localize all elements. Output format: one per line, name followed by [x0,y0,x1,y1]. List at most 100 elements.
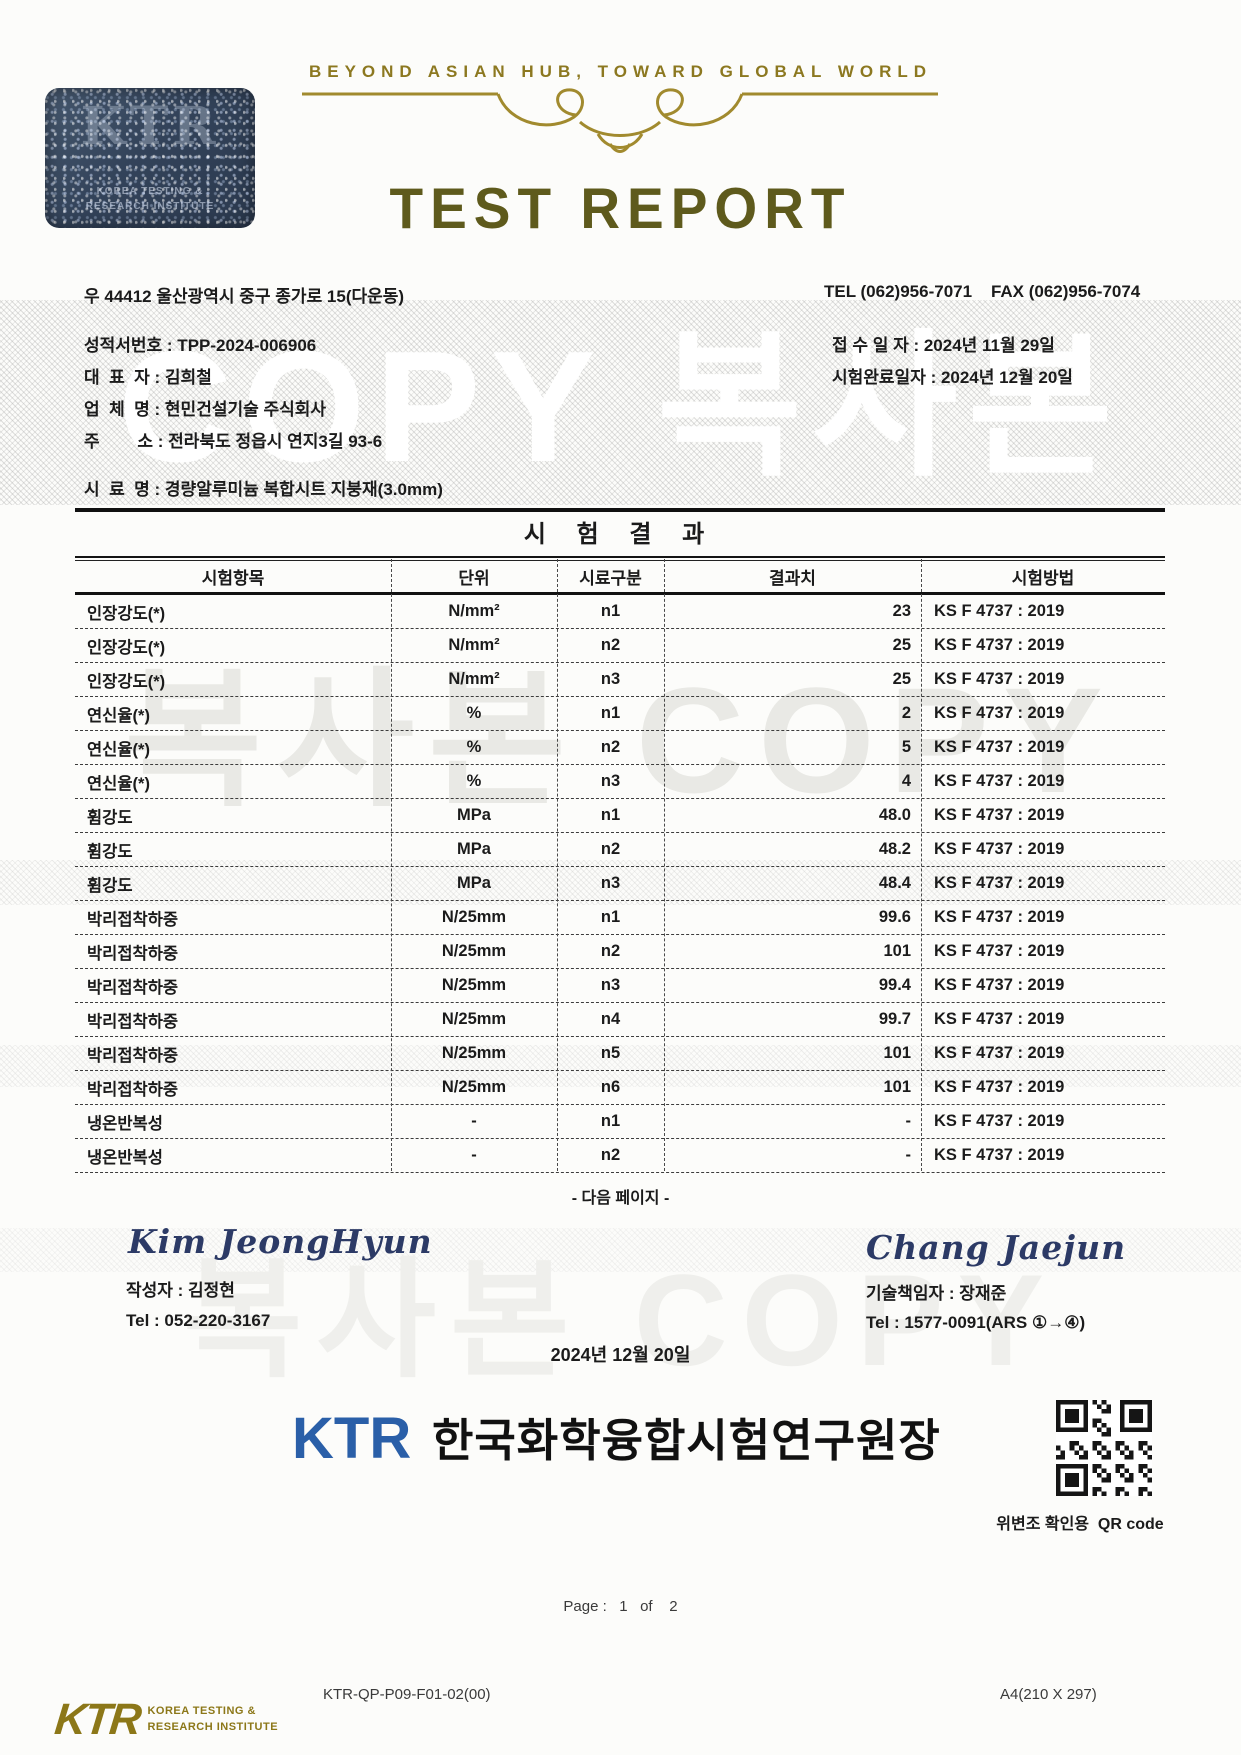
table-row: 냉온반복성 - n2 - KS F 4737 : 2019 [75,1139,1165,1173]
cell-test-item: 박리접착하중 [87,1046,179,1065]
cell-specimen: n3 [600,874,621,892]
cell-method: KS F 4737 : 2019 [934,1112,1065,1130]
cell-method: KS F 4737 : 2019 [934,636,1065,654]
next-page-note: - 다음 페이지 - [571,1190,670,1207]
cell-specimen: n2 [600,636,621,654]
tech-manager-name: 기술책임자 : 장재준 [866,1284,1007,1303]
table-row: 박리접착하중 N/25mm n6 101 KS F 4737 : 2019 [75,1071,1165,1105]
results-rows: 인장강도(*) N/mm² n1 23 KS F 4737 : 2019 인장강… [75,595,1165,1173]
cell-test-item: 박리접착하중 [87,910,179,929]
qr-code [1056,1400,1152,1496]
results-table: 시 험 결 과 시험항목 단위 시료구분 결과치 시험방법 인장강도(*) N/… [75,508,1165,1173]
writer-signature: Kim JeongHyun [128,1222,433,1261]
watermark-hatch-band-mid1 [0,860,1241,905]
cell-specimen: n2 [600,840,621,858]
col-method: 시험방법 [1011,569,1075,588]
cell-unit: N/mm² [448,670,500,688]
table-row: 박리접착하중 N/25mm n5 101 KS F 4737 : 2019 [75,1037,1165,1071]
cell-method: KS F 4737 : 2019 [934,670,1065,688]
page-title: TEST REPORT [389,175,852,241]
page-number: Page : 1 of 2 [563,1598,678,1615]
cell-specimen: n3 [600,670,621,688]
writer-tel: Tel : 052-220-3167 [126,1311,271,1330]
cell-specimen: n2 [600,738,621,756]
cell-result: 25 [892,670,911,688]
cell-method: KS F 4737 : 2019 [934,602,1065,620]
cell-specimen: n1 [600,806,621,824]
table-row: 박리접착하중 N/25mm n1 99.6 KS F 4737 : 2019 [75,901,1165,935]
receipt-date: 접 수 일 자 : 2024년 11월 29일 [832,336,1055,355]
qr-caption: 위변조 확인용 QR code [996,1516,1164,1533]
cell-result: - [905,1146,912,1164]
cell-result: 4 [901,772,911,790]
flourish-ornament [302,88,938,153]
tech-manager-tel: Tel : 1577-0091(ARS ①→④) [866,1313,1086,1332]
ktr-footer-logo-subtitle: KOREA TESTING & RESEARCH INSTITUTE [147,1705,279,1733]
cell-method: KS F 4737 : 2019 [934,1010,1065,1028]
table-row: 냉온반복성 - n1 - KS F 4737 : 2019 [75,1105,1165,1139]
watermark-hatch-band-top [0,300,1241,505]
writer-name: 작성자 : 김정현 [126,1281,235,1300]
cell-test-item: 연신율(*) [87,774,150,793]
cell-specimen: n2 [600,1146,621,1164]
cell-result: 48.0 [878,806,911,824]
cell-unit: MPa [457,806,491,824]
cell-specimen: n3 [600,976,621,994]
table-row: 인장강도(*) N/mm² n2 25 KS F 4737 : 2019 [75,629,1165,663]
qr-code-svg [1056,1400,1152,1496]
cell-unit: % [466,738,482,756]
cell-specimen: n4 [600,1010,621,1028]
cell-unit: N/25mm [441,1010,507,1028]
sample-name: 시 료 명 : 경량알루미늄 복합시트 지붕재(3.0mm) [84,480,443,499]
tel-fax: TEL (062)956-7071 FAX (062)956-7074 [824,282,1141,301]
table-row: 연신율(*) % n1 2 KS F 4737 : 2019 [75,697,1165,731]
cell-result: 2 [901,704,911,722]
cell-unit: MPa [457,874,491,892]
issue-date: 2024년 12월 20일 [550,1345,691,1365]
hologram-sticker: KTR KOREA TESTING & RESEARCH INSTITUTE [45,88,255,228]
results-header-row: 시험항목 단위 시료구분 결과치 시험방법 [75,560,1165,595]
cell-result: 48.2 [878,840,911,858]
watermark-copy-top: COPY 복사본 [118,319,1123,495]
cell-test-item: 박리접착하중 [87,1080,179,1099]
cell-method: KS F 4737 : 2019 [934,942,1065,960]
col-unit: 단위 [458,569,490,588]
company-name: 업 체 명 : 현민건설기술 주식회사 [84,400,327,419]
table-row: 인장강도(*) N/mm² n1 23 KS F 4737 : 2019 [75,595,1165,629]
cell-unit: N/25mm [441,942,507,960]
cell-test-item: 인장강도(*) [87,672,166,691]
table-row: 휨강도 MPa n2 48.2 KS F 4737 : 2019 [75,833,1165,867]
col-test-item: 시험항목 [201,569,265,588]
cell-method: KS F 4737 : 2019 [934,1044,1065,1062]
cell-test-item: 인장강도(*) [87,604,166,623]
cell-specimen: n2 [600,942,621,960]
table-row: 인장강도(*) N/mm² n3 25 KS F 4737 : 2019 [75,663,1165,697]
cell-method: KS F 4737 : 2019 [934,806,1065,824]
table-row: 박리접착하중 N/25mm n3 99.4 KS F 4737 : 2019 [75,969,1165,1003]
ceo-name: 대 표 자 : 김희철 [84,368,212,387]
cell-result: 101 [883,1078,911,1096]
cell-test-item: 연신율(*) [87,740,150,759]
cell-method: KS F 4737 : 2019 [934,704,1065,722]
table-row: 휨강도 MPa n3 48.4 KS F 4737 : 2019 [75,867,1165,901]
cell-result: 101 [883,1044,911,1062]
cell-specimen: n1 [600,704,621,722]
cell-unit: - [471,1112,477,1130]
watermark-hatch-band-bottom [0,1228,1241,1272]
cell-test-item: 휨강도 [87,842,133,861]
cell-test-item: 인장강도(*) [87,638,166,657]
cell-test-item: 휨강도 [87,876,133,895]
institute-president-name: 한국화학융합시험연구원장 [432,1415,941,1466]
report-no: 성적서번호 : TPP-2024-006906 [84,336,317,355]
cell-result: 99.7 [878,1010,911,1028]
company-address: 주 소 : 전라북도 정읍시 연지3길 93-6 [84,432,383,451]
col-specimen: 시료구분 [579,569,642,588]
cell-test-item: 박리접착하중 [87,1012,179,1031]
cell-test-item: 냉온반복성 [87,1148,163,1167]
cell-specimen: n3 [600,772,621,790]
column-divider [557,559,558,1171]
paper-size: A4(210 X 297) [1000,1686,1097,1703]
cell-result: 99.4 [878,976,911,994]
cell-test-item: 박리접착하중 [87,944,179,963]
tech-manager-signature: Chang Jaejun [866,1228,1127,1267]
